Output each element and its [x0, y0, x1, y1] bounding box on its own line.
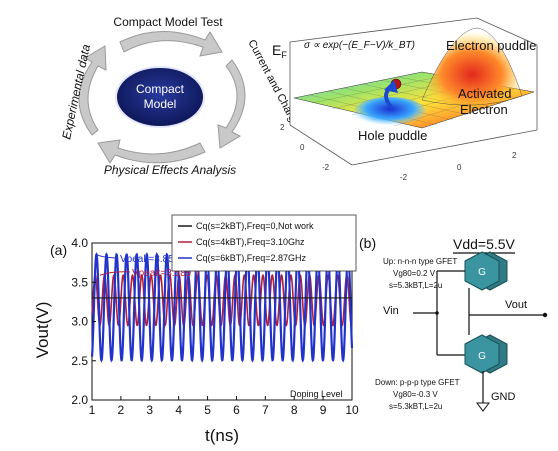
y-tick-label-4: 4.0	[71, 236, 88, 250]
x-tick-label-9: 10	[345, 403, 359, 417]
x-tick-label-3: 4	[175, 403, 182, 417]
center-label-2: Model	[144, 97, 177, 111]
compact-model-cycle: Compact Model Compact Model Test Current…	[59, 15, 290, 177]
peak1-annotation: Vpeak=3.854 V	[120, 254, 189, 265]
label-top: Compact Model Test	[113, 15, 223, 29]
gfet-circuit: (b) Vdd=5.5V G Vout Vin Up: n-n-n type G…	[359, 235, 548, 412]
x-tick-2: 2	[512, 151, 517, 160]
x-axis-label: t(ns)	[205, 426, 239, 445]
hole-dip	[354, 97, 426, 127]
x-tick-0: -2	[400, 173, 408, 182]
arrow-left	[78, 45, 107, 136]
puddle-surface-plot: EF σ ∝ exp(−(E_F−V)/k_BT) Electron puddl…	[272, 17, 538, 182]
legend-item-1: Cq(s=2kBT),Freq=0,Not work	[196, 221, 314, 231]
series-line-2	[91, 274, 353, 327]
x-tick-label-2: 3	[146, 403, 153, 417]
vout-chart: 1 2 3 4 5 6 7 8 9 10 2.0 2.5 3.0 3.5 4.0 (a) Vpeak=3.8…	[33, 214, 359, 445]
label-bottom: Physical Effects Analysis	[104, 163, 236, 177]
vin-label: Vin	[383, 305, 399, 317]
top-gate-label: G	[478, 267, 486, 278]
top-gfet: G	[464, 251, 508, 291]
center-label-1: Compact	[136, 82, 185, 96]
down-s-label: s=5.3kBT,L=2u	[389, 402, 442, 411]
y-tick-0: 2	[280, 123, 285, 132]
vout-label: Vout	[505, 299, 527, 311]
gnd-label: GND	[491, 391, 516, 403]
y-tick-label-1: 2.5	[71, 354, 88, 368]
x-tick-label-4: 5	[204, 403, 211, 417]
hole-puddle-label: Hole puddle	[358, 128, 427, 143]
electron-puddle-label: Electron puddle	[446, 38, 536, 53]
bottom-gate-label: G	[478, 351, 486, 362]
y-tick-label-0: 2.0	[71, 393, 88, 407]
up-s-label: s=5.3kBT,L=2u	[389, 281, 442, 290]
down-type-label: Down: p-p-p type GFET	[375, 378, 460, 387]
arrow-right	[217, 59, 246, 149]
peak2-arrow	[99, 271, 131, 276]
legend: Cq(s=2kBT),Freq=0,Not work Cq(s=4kBT),Fr…	[171, 214, 357, 272]
panel-label-b: (b)	[359, 235, 376, 251]
x-tick-label-5: 6	[233, 403, 240, 417]
x-tick-label-6: 7	[262, 403, 269, 417]
surface-box	[289, 17, 538, 166]
ef-label: EF	[272, 42, 287, 60]
vdd-label: Vdd=5.5V	[453, 236, 516, 252]
x-tick-label-0: 1	[89, 403, 96, 417]
up-type-label: Up: n-n-n type GFET	[383, 257, 457, 266]
electron-peak	[421, 27, 523, 106]
activated-label-1: Activated	[458, 86, 511, 101]
peak2-annotation: Vpeak=3.589 V	[132, 268, 201, 279]
y-tick-label-2: 3.0	[71, 315, 88, 329]
up-vg-label: Vg80=0.2 V	[393, 269, 436, 278]
y-tick-label-3: 3.5	[71, 275, 88, 289]
x-tick-label-7: 8	[291, 403, 298, 417]
x-tick-label-8: 9	[320, 403, 327, 417]
legend-item-2: Cq(s=4kBT),Freq=3.10Ghz	[196, 237, 305, 247]
x-tick-label-1: 2	[118, 403, 125, 417]
panel-label-a: (a)	[50, 242, 67, 258]
y-tick-2: -2	[322, 163, 330, 172]
y-tick-1: 0	[300, 143, 305, 152]
y-axis-label: Vout(V)	[33, 302, 52, 359]
legend-item-3: Cq(s=6kBT),Freq=2.87GHz	[196, 253, 307, 263]
x-tick-1: 0	[457, 163, 462, 172]
activated-label-2: Electron	[460, 102, 508, 117]
down-vg-label: Vg80=-0.3 V	[393, 390, 438, 399]
cycle-arrows	[78, 31, 246, 164]
formula-label: σ ∝ exp(−(E_F−V)/k_BT)	[304, 40, 415, 51]
arrow-top	[119, 31, 223, 57]
peak1-arrow	[96, 254, 117, 259]
compact-model-ellipse	[115, 66, 205, 128]
arrow-bottom	[97, 139, 206, 164]
bottom-gfet: G	[464, 334, 508, 374]
doping-label: Doping Level	[290, 389, 343, 399]
